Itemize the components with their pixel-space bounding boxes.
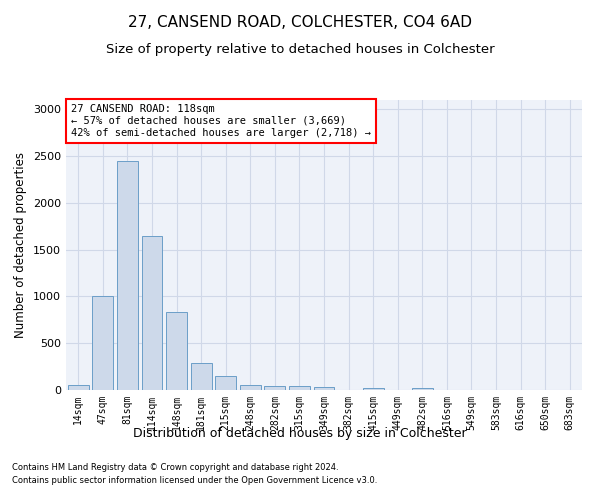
- Bar: [362, 388, 383, 390]
- Bar: [412, 388, 433, 390]
- Text: 27, CANSEND ROAD, COLCHESTER, CO4 6AD: 27, CANSEND ROAD, COLCHESTER, CO4 6AD: [128, 15, 472, 30]
- Bar: [265, 386, 286, 390]
- Bar: [68, 386, 89, 390]
- Bar: [215, 376, 236, 390]
- Y-axis label: Number of detached properties: Number of detached properties: [14, 152, 28, 338]
- Bar: [191, 363, 212, 390]
- Text: Size of property relative to detached houses in Colchester: Size of property relative to detached ho…: [106, 42, 494, 56]
- Bar: [92, 296, 113, 390]
- Bar: [166, 312, 187, 390]
- Bar: [289, 386, 310, 390]
- Bar: [117, 161, 138, 390]
- Text: Contains public sector information licensed under the Open Government Licence v3: Contains public sector information licen…: [12, 476, 377, 485]
- Bar: [142, 236, 163, 390]
- Bar: [314, 386, 334, 390]
- Bar: [240, 386, 261, 390]
- Text: 27 CANSEND ROAD: 118sqm
← 57% of detached houses are smaller (3,669)
42% of semi: 27 CANSEND ROAD: 118sqm ← 57% of detache…: [71, 104, 371, 138]
- Text: Contains HM Land Registry data © Crown copyright and database right 2024.: Contains HM Land Registry data © Crown c…: [12, 464, 338, 472]
- Text: Distribution of detached houses by size in Colchester: Distribution of detached houses by size …: [133, 428, 467, 440]
